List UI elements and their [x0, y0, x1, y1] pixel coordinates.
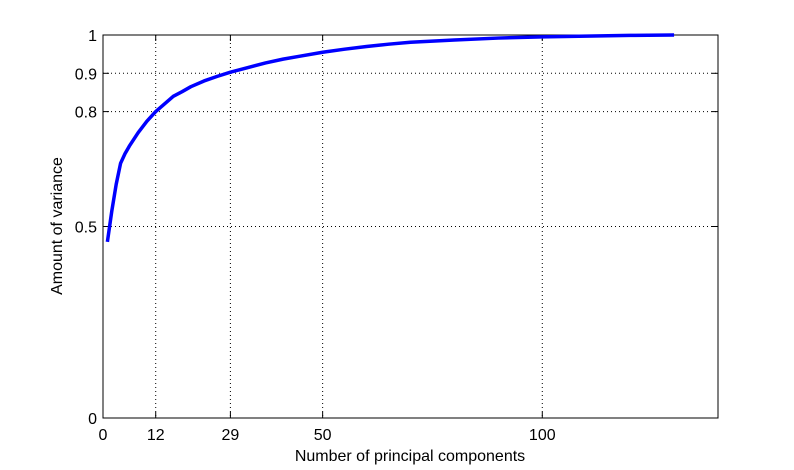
- x-tick-label: 12: [147, 427, 165, 444]
- axes-box: [102, 34, 719, 419]
- x-tick-label: 29: [221, 427, 239, 444]
- x-tick-label: 0: [99, 427, 108, 444]
- y-tick-label: 0.5: [75, 220, 97, 237]
- x-tick-label: 50: [314, 427, 332, 444]
- data-line: [105, 33, 675, 243]
- y-tick-label: 0.8: [75, 105, 97, 122]
- x-tick-label: 100: [529, 427, 556, 444]
- y-tick-label: 0: [88, 411, 97, 428]
- y-axis-label: Amount of variance: [49, 157, 66, 295]
- y-tick-label: 0.9: [75, 66, 97, 83]
- plot-area: 0 0.5 0.8 0.9 1 0 12 29 50 100: [75, 28, 719, 444]
- x-axis-label: Number of principal components: [295, 448, 525, 465]
- y-tick-label: 1: [88, 28, 97, 45]
